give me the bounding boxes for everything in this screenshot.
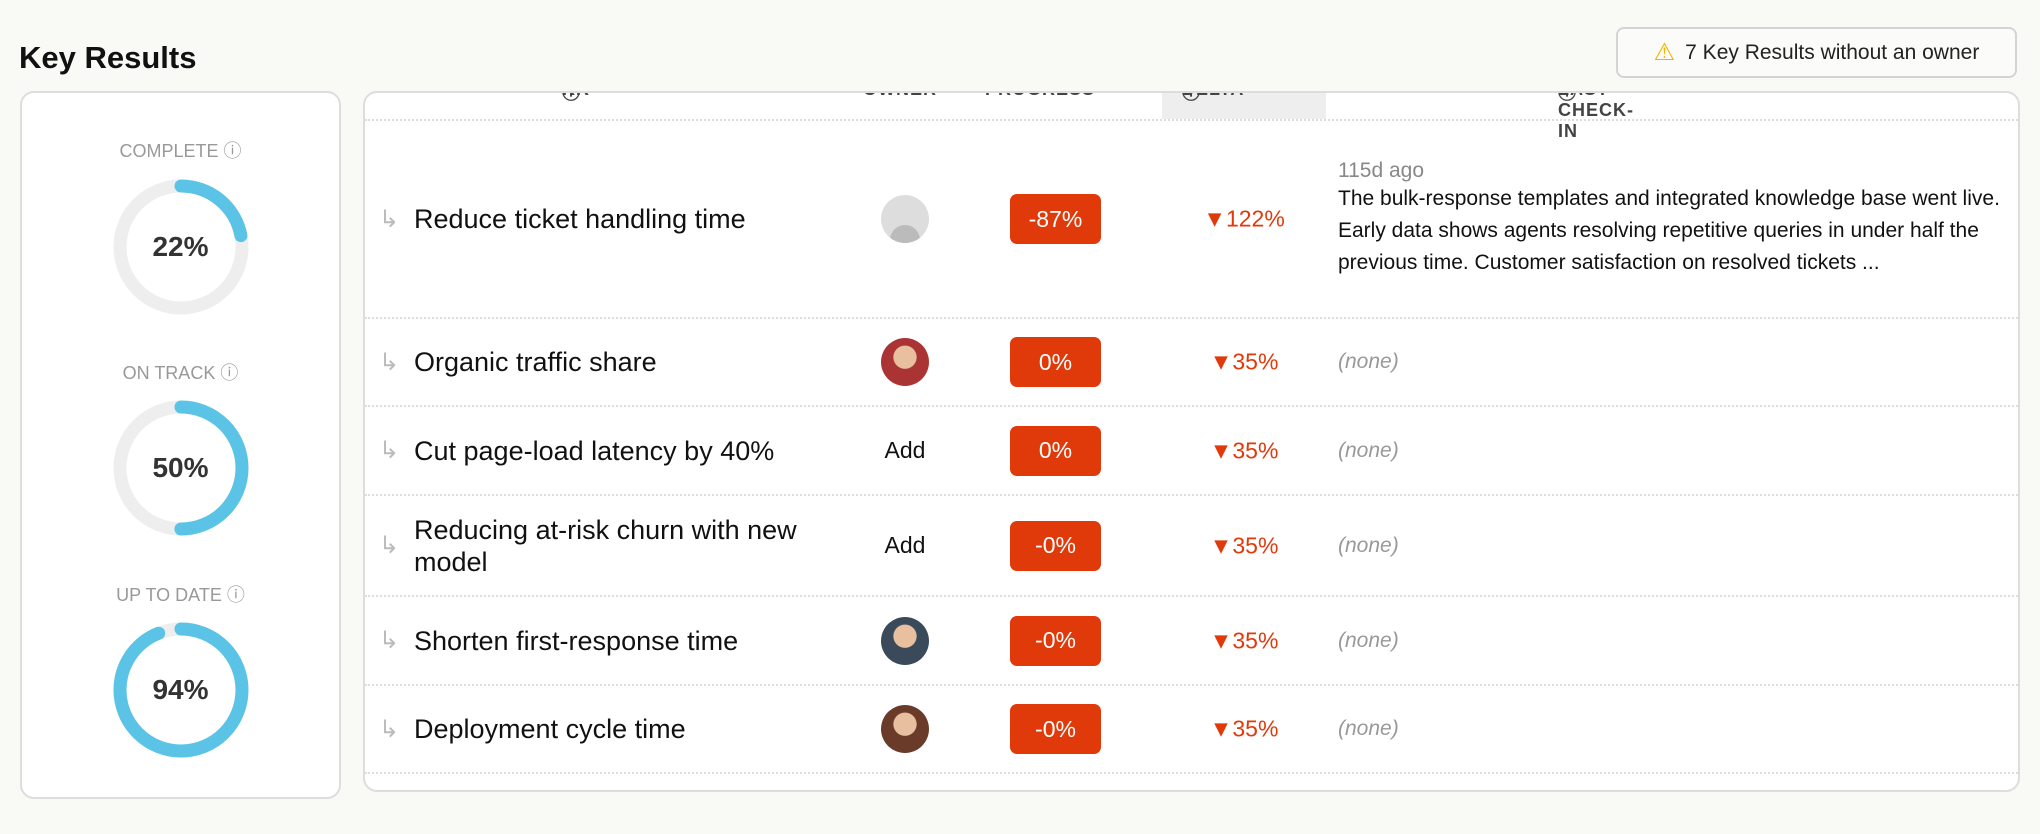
col-last-check-in[interactable]: LAST CHECK-IN ⓘ bbox=[1558, 91, 1634, 141]
table-row[interactable]: ↳ Organic traffic share 0% ▼35% (none) bbox=[365, 317, 2018, 405]
child-arrow-icon: ↳ bbox=[379, 532, 400, 559]
check-in-none: (none) bbox=[1338, 533, 1399, 557]
owner-cell bbox=[875, 319, 935, 405]
owner-cell bbox=[875, 597, 935, 684]
check-in-none: (none) bbox=[1338, 350, 1399, 373]
table-bottom-divider bbox=[365, 772, 2018, 774]
child-arrow-icon: ↳ bbox=[379, 437, 400, 464]
last-check-in: (none) bbox=[1338, 717, 2008, 741]
delta-value: ▼35% bbox=[1209, 627, 1279, 653]
table-row[interactable]: ↳ Reduce ticket handling time -87% ▼122% … bbox=[365, 119, 2018, 317]
last-check-in: 115d ago The bulk-response templates and … bbox=[1338, 159, 2008, 279]
info-icon[interactable]: ⓘ bbox=[223, 141, 242, 161]
stat-value: 50% bbox=[152, 452, 209, 483]
check-in-none: (none) bbox=[1338, 438, 1399, 462]
owner-warning-button[interactable]: ⚠ 7 Key Results without an owner bbox=[1616, 27, 2017, 78]
delta-value: ▼122% bbox=[1203, 205, 1285, 232]
donut-arc bbox=[113, 622, 248, 758]
key-results-table: KR ⓘ OWNER PROGRESS DELTA ⓘ LAST CHECK-I… bbox=[363, 91, 2020, 792]
kr-title[interactable]: Reducing at-risk churn with new model bbox=[414, 514, 797, 577]
delta-value: ▼35% bbox=[1209, 715, 1279, 742]
last-check-in: (none) bbox=[1338, 350, 2008, 374]
progress-badge: -0% bbox=[1010, 704, 1101, 754]
progress-badge: 0% bbox=[1010, 337, 1101, 387]
add-owner-link[interactable]: Add bbox=[884, 532, 926, 558]
col-kr[interactable]: KR ⓘ bbox=[562, 91, 589, 103]
kr-title[interactable]: Cut page-load latency by 40% bbox=[414, 435, 775, 466]
donut-on-track: 50% bbox=[111, 398, 251, 538]
donut-arc bbox=[113, 179, 248, 315]
avatar[interactable] bbox=[881, 616, 929, 665]
owner-cell bbox=[875, 686, 935, 772]
stat-label: UP TO DATE bbox=[116, 585, 222, 605]
owner-cell bbox=[875, 121, 935, 317]
table-row[interactable]: ↳ Shorten first-response time -0% ▼35% (n… bbox=[365, 595, 2018, 684]
add-owner-link[interactable]: Add bbox=[884, 437, 926, 463]
progress-badge: 0% bbox=[1010, 425, 1101, 476]
stat-up-to-date: UP TO DATE ⓘ bbox=[22, 581, 339, 607]
col-progress[interactable]: PROGRESS bbox=[985, 93, 1095, 100]
kr-title[interactable]: Organic traffic share bbox=[414, 347, 657, 377]
last-check-in: (none) bbox=[1338, 439, 2008, 463]
stats-card: COMPLETE ⓘ 22% ON TRACK ⓘ 50% UP TO DATE… bbox=[20, 91, 341, 799]
owner-cell: Add bbox=[875, 407, 935, 494]
col-owner[interactable]: OWNER bbox=[863, 93, 937, 100]
check-in-time: 115d ago bbox=[1338, 159, 1425, 182]
check-in-text[interactable]: The bulk-response templates and integrat… bbox=[1338, 187, 2000, 274]
delta-column-highlight bbox=[1162, 93, 1326, 119]
kr-title[interactable]: Deployment cycle time bbox=[414, 714, 686, 744]
page-title: Key Results bbox=[19, 40, 197, 75]
last-check-in: (none) bbox=[1338, 629, 2008, 653]
info-icon[interactable]: ⓘ bbox=[226, 585, 245, 605]
kr-title[interactable]: Reduce ticket handling time bbox=[414, 204, 746, 234]
progress-badge: -0% bbox=[1010, 615, 1101, 666]
donut-arc bbox=[113, 400, 248, 536]
avatar[interactable] bbox=[881, 338, 929, 386]
avatar[interactable] bbox=[881, 705, 929, 753]
stat-label: COMPLETE bbox=[119, 141, 219, 161]
delta-value: ▼35% bbox=[1209, 532, 1279, 558]
stat-value: 22% bbox=[152, 231, 209, 262]
child-arrow-icon: ↳ bbox=[379, 348, 400, 376]
stat-complete: COMPLETE ⓘ bbox=[22, 137, 339, 163]
donut-up-to-date: 94% bbox=[111, 620, 251, 760]
kr-title[interactable]: Shorten first-response time bbox=[414, 625, 739, 656]
info-icon[interactable]: ⓘ bbox=[220, 363, 239, 383]
stat-label: ON TRACK bbox=[122, 363, 216, 383]
table-row[interactable]: ↳ Deployment cycle time -0% ▼35% (none) bbox=[365, 684, 2018, 772]
progress-badge: -0% bbox=[1010, 520, 1101, 571]
table-row[interactable]: ↳ Reducing at-risk churn with new model A… bbox=[365, 494, 2018, 595]
donut-complete: 22% bbox=[111, 177, 251, 317]
delta-value: ▼35% bbox=[1209, 437, 1279, 463]
progress-badge: -87% bbox=[1010, 194, 1101, 244]
owner-cell: Add bbox=[875, 496, 935, 595]
stat-value: 94% bbox=[152, 674, 209, 705]
table-row[interactable]: ↳ Cut page-load latency by 40% Add 0% ▼35… bbox=[365, 405, 2018, 494]
stat-on-track: ON TRACK ⓘ bbox=[22, 359, 339, 385]
last-check-in: (none) bbox=[1338, 534, 2008, 558]
child-arrow-icon: ↳ bbox=[379, 627, 400, 654]
child-arrow-icon: ↳ bbox=[379, 715, 400, 743]
delta-value: ▼35% bbox=[1209, 348, 1279, 375]
table-header: KR ⓘ OWNER PROGRESS DELTA ⓘ LAST CHECK-I… bbox=[365, 91, 2018, 141]
col-delta[interactable]: DELTA ⓘ bbox=[1182, 91, 1243, 103]
warning-icon: ⚠ bbox=[1653, 39, 1676, 66]
check-in-none: (none) bbox=[1338, 628, 1399, 652]
avatar-placeholder[interactable] bbox=[881, 195, 929, 243]
warning-label: 7 Key Results without an owner bbox=[1685, 40, 1980, 64]
check-in-none: (none) bbox=[1338, 717, 1399, 740]
child-arrow-icon: ↳ bbox=[379, 205, 400, 233]
